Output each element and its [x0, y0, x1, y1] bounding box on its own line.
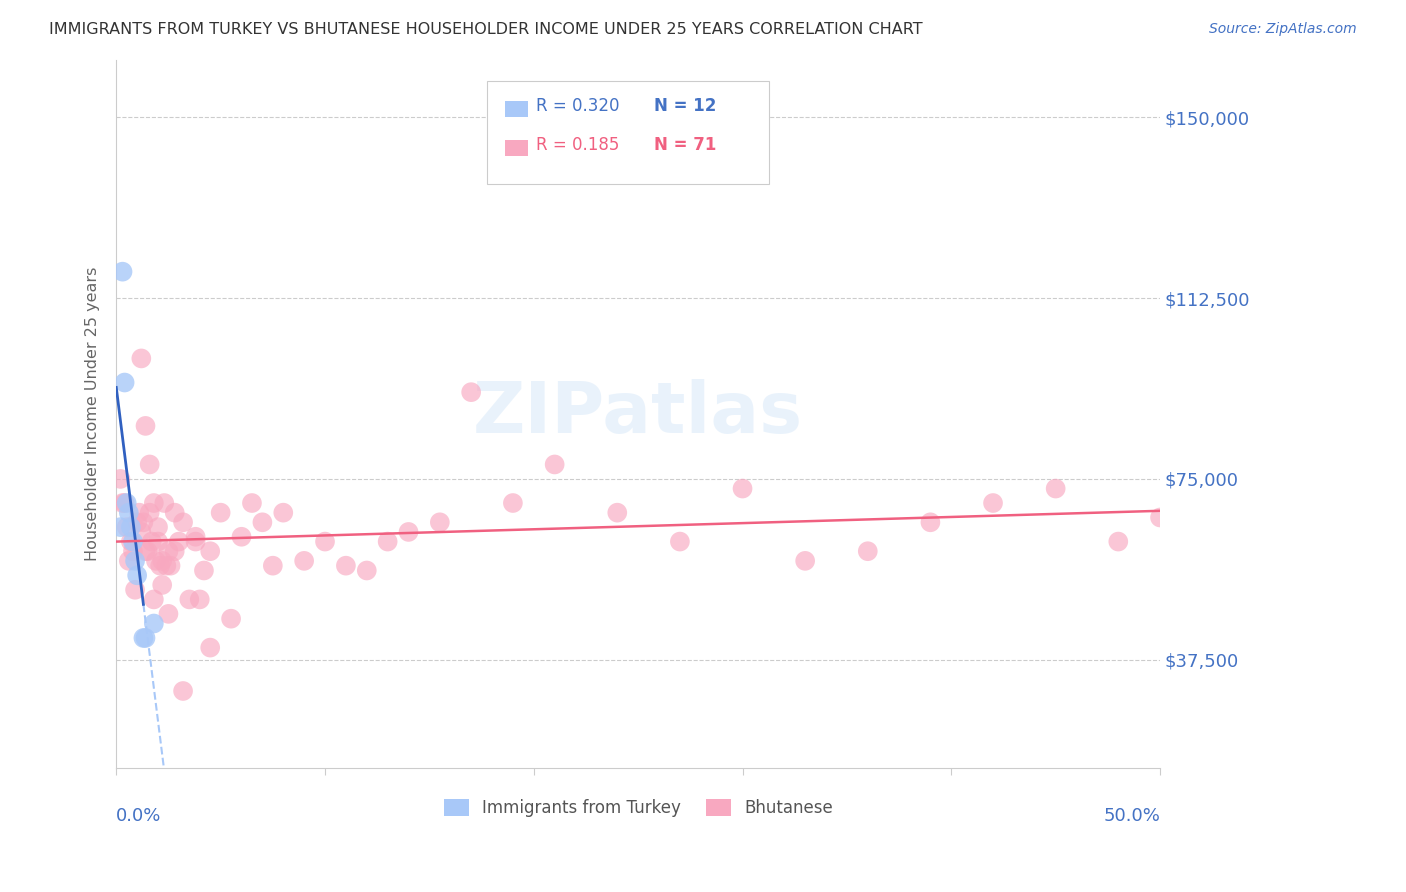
Point: [132, 631, 155, 645]
Point: [920, 516, 942, 530]
Point: [377, 534, 399, 549]
Point: [131, 351, 153, 366]
Point: [157, 607, 180, 621]
Point: [856, 544, 879, 558]
Point: [172, 684, 194, 698]
Point: [157, 544, 180, 558]
Point: [172, 516, 194, 530]
Point: [159, 558, 181, 573]
FancyBboxPatch shape: [505, 140, 527, 156]
Text: ZIPatlas: ZIPatlas: [472, 379, 803, 449]
Text: 0.0%: 0.0%: [117, 806, 162, 825]
Point: [142, 592, 165, 607]
Point: [209, 506, 232, 520]
Point: [669, 534, 692, 549]
Point: [115, 520, 138, 534]
Point: [200, 544, 222, 558]
Point: [981, 496, 1004, 510]
Point: [356, 564, 378, 578]
Point: [231, 530, 253, 544]
Point: [132, 516, 155, 530]
Point: [110, 520, 132, 534]
Point: [115, 496, 138, 510]
Point: [155, 558, 177, 573]
Point: [127, 568, 149, 582]
Point: [1045, 482, 1067, 496]
Point: [543, 458, 565, 472]
Point: [188, 592, 211, 607]
Point: [111, 496, 134, 510]
Point: [110, 472, 132, 486]
Point: [122, 544, 145, 558]
Point: [460, 385, 482, 400]
Point: [131, 524, 153, 539]
Point: [606, 506, 628, 520]
Point: [142, 496, 165, 510]
Point: [502, 496, 524, 510]
Point: [124, 582, 146, 597]
Point: [240, 496, 263, 510]
Point: [118, 554, 141, 568]
Point: [398, 524, 420, 539]
Point: [142, 616, 165, 631]
Point: [146, 534, 169, 549]
Point: [219, 612, 242, 626]
FancyBboxPatch shape: [486, 81, 769, 184]
Point: [141, 534, 163, 549]
Text: N = 71: N = 71: [654, 136, 716, 154]
Point: [184, 530, 207, 544]
Point: [163, 544, 186, 558]
Point: [111, 265, 134, 279]
Point: [429, 516, 451, 530]
Point: [314, 534, 336, 549]
Point: [149, 558, 172, 573]
Point: [731, 482, 754, 496]
Point: [136, 544, 159, 558]
Point: [252, 516, 274, 530]
Point: [1149, 510, 1171, 524]
Point: [150, 578, 173, 592]
Point: [179, 592, 201, 607]
Point: [134, 418, 156, 433]
Point: [167, 534, 190, 549]
Point: [292, 554, 315, 568]
Point: [122, 534, 145, 549]
FancyBboxPatch shape: [505, 102, 527, 117]
Point: [114, 496, 136, 510]
Point: [114, 376, 136, 390]
Point: [145, 554, 167, 568]
Point: [200, 640, 222, 655]
Point: [128, 506, 150, 520]
Text: N = 12: N = 12: [654, 97, 716, 115]
Point: [153, 496, 176, 510]
Point: [134, 544, 156, 558]
Point: [163, 506, 186, 520]
Point: [124, 554, 146, 568]
Text: 50.0%: 50.0%: [1104, 806, 1160, 825]
Point: [120, 534, 142, 549]
Text: R = 0.320: R = 0.320: [536, 97, 620, 115]
Point: [262, 558, 284, 573]
Point: [193, 564, 215, 578]
Point: [138, 506, 160, 520]
Point: [138, 458, 160, 472]
Point: [146, 520, 169, 534]
Point: [127, 516, 149, 530]
Point: [120, 520, 142, 534]
Point: [150, 554, 173, 568]
Text: R = 0.185: R = 0.185: [536, 136, 619, 154]
Point: [184, 534, 207, 549]
Point: [335, 558, 357, 573]
Point: [794, 554, 817, 568]
Point: [1107, 534, 1129, 549]
Legend: Immigrants from Turkey, Bhutanese: Immigrants from Turkey, Bhutanese: [437, 792, 839, 823]
Text: Source: ZipAtlas.com: Source: ZipAtlas.com: [1209, 22, 1357, 37]
Point: [271, 506, 294, 520]
Point: [134, 631, 156, 645]
Y-axis label: Householder Income Under 25 years: Householder Income Under 25 years: [86, 267, 100, 561]
Text: IMMIGRANTS FROM TURKEY VS BHUTANESE HOUSEHOLDER INCOME UNDER 25 YEARS CORRELATIO: IMMIGRANTS FROM TURKEY VS BHUTANESE HOUS…: [49, 22, 922, 37]
Point: [118, 506, 141, 520]
